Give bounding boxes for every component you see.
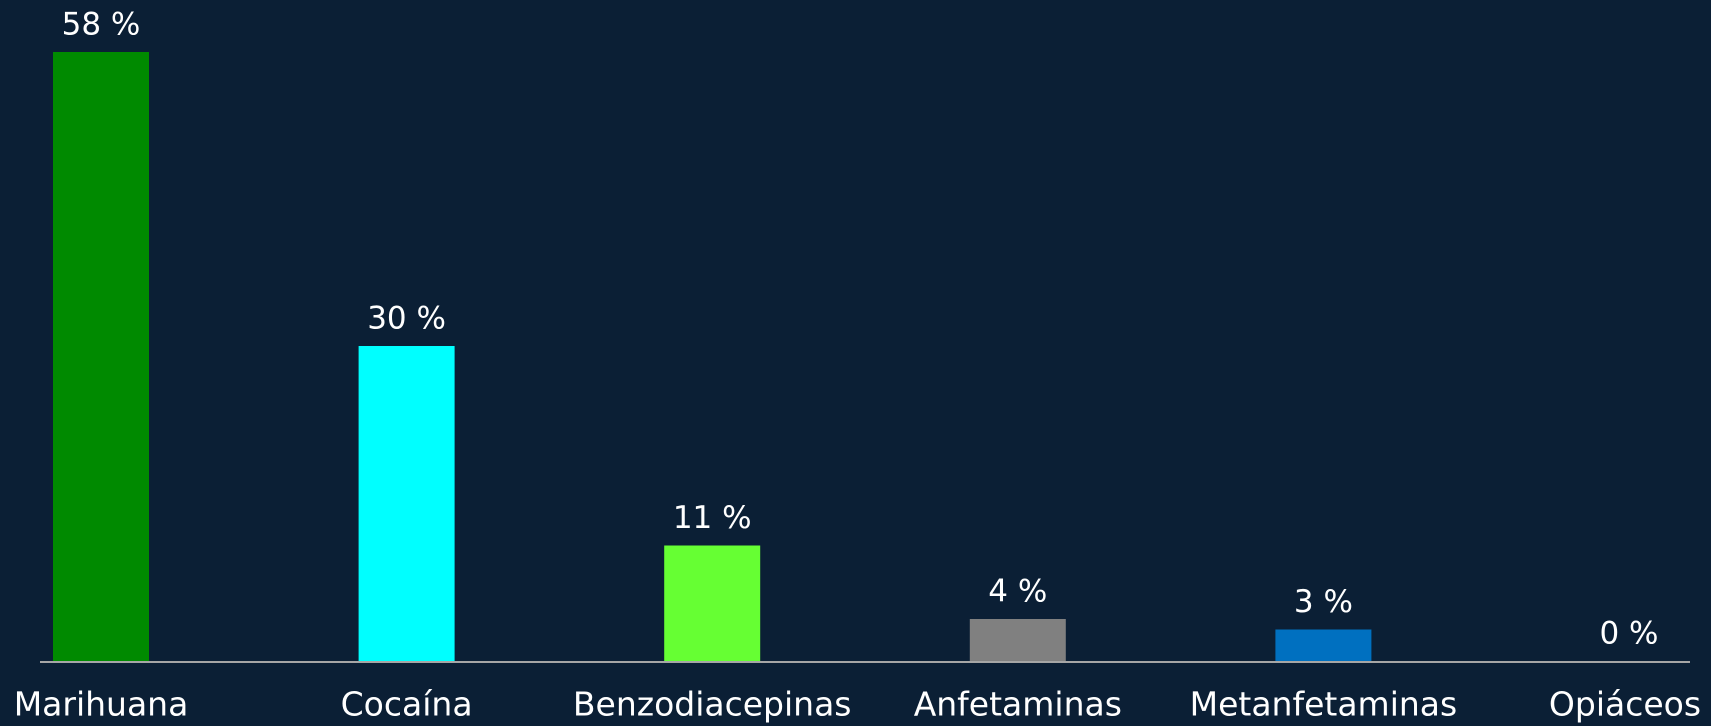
value-label: 0 % bbox=[1599, 616, 1658, 652]
value-label: 30 % bbox=[367, 301, 446, 337]
bar bbox=[969, 619, 1066, 661]
x-tick-label: Cocaína bbox=[341, 685, 473, 724]
x-tick-label: Opiáceos bbox=[1549, 685, 1701, 724]
x-tick-label: Metanfetaminas bbox=[1190, 685, 1458, 724]
value-label: 4 % bbox=[988, 574, 1047, 610]
value-label: 58 % bbox=[62, 7, 141, 43]
x-tick-label: Marihuana bbox=[14, 685, 189, 724]
x-tick-label: Benzodiacepinas bbox=[573, 685, 852, 724]
value-label: 3 % bbox=[1294, 584, 1353, 620]
bar bbox=[53, 52, 149, 661]
bar bbox=[664, 545, 761, 661]
bar bbox=[1275, 629, 1372, 661]
value-label: 11 % bbox=[673, 500, 752, 536]
bar bbox=[358, 346, 455, 661]
x-tick-label: Anfetaminas bbox=[914, 685, 1122, 724]
